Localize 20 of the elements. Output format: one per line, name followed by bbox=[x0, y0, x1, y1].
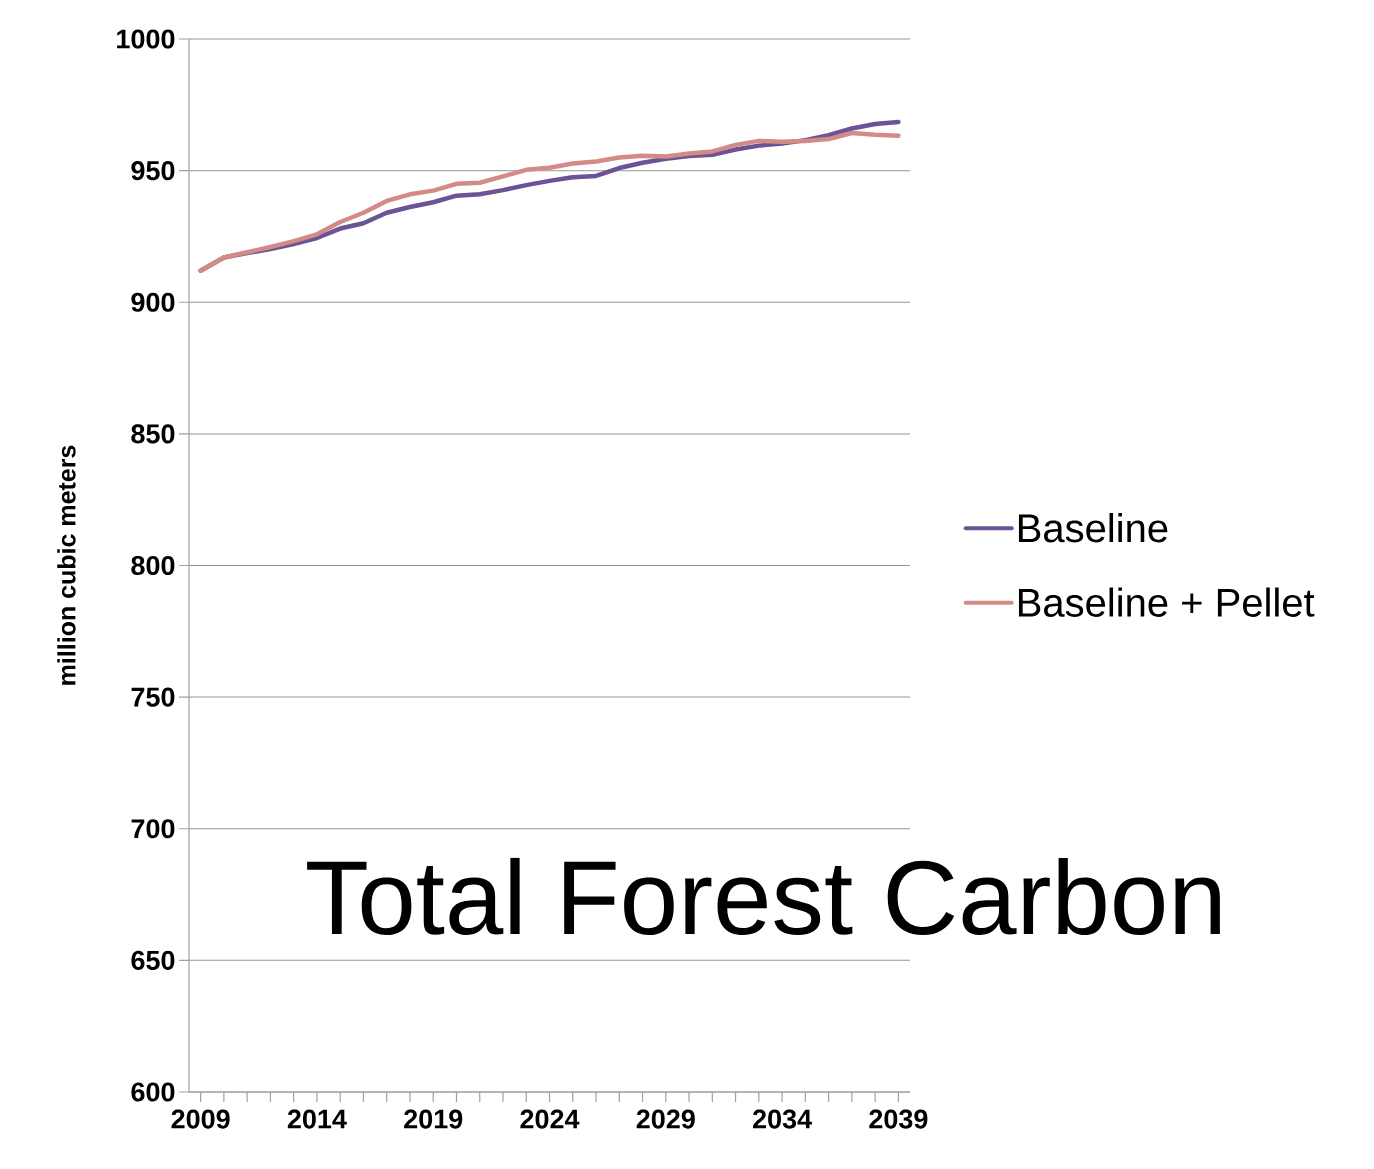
y-tick-label: 750 bbox=[131, 687, 175, 707]
legend-label: Baseline + Pellet bbox=[1018, 587, 1315, 617]
x-tick-label: 2009 bbox=[171, 1109, 230, 1129]
x-tick-label: 2019 bbox=[404, 1109, 463, 1129]
x-tick-label: 2034 bbox=[752, 1109, 812, 1129]
legend-label: Baseline bbox=[1018, 513, 1168, 543]
y-tick-label: 850 bbox=[131, 424, 175, 444]
y-tick-label: 1000 bbox=[117, 29, 175, 49]
y-tick-label: 950 bbox=[131, 161, 175, 181]
y-tick-label: 650 bbox=[131, 950, 175, 970]
text: Total Forest Carbon bbox=[307, 857, 1220, 936]
x-tick-label: 2024 bbox=[520, 1109, 580, 1129]
x-tick-label: 2014 bbox=[287, 1109, 347, 1129]
y-tick-label: 900 bbox=[131, 292, 175, 312]
y-tick-label: 700 bbox=[131, 819, 175, 839]
x-tick-label: 2029 bbox=[636, 1109, 695, 1129]
y-tick-label: 800 bbox=[131, 555, 175, 576]
y-tick-label: 600 bbox=[131, 1082, 175, 1102]
x-tick-label: 2039 bbox=[869, 1109, 928, 1129]
y-axis-title: million cubic meters bbox=[57, 445, 76, 685]
